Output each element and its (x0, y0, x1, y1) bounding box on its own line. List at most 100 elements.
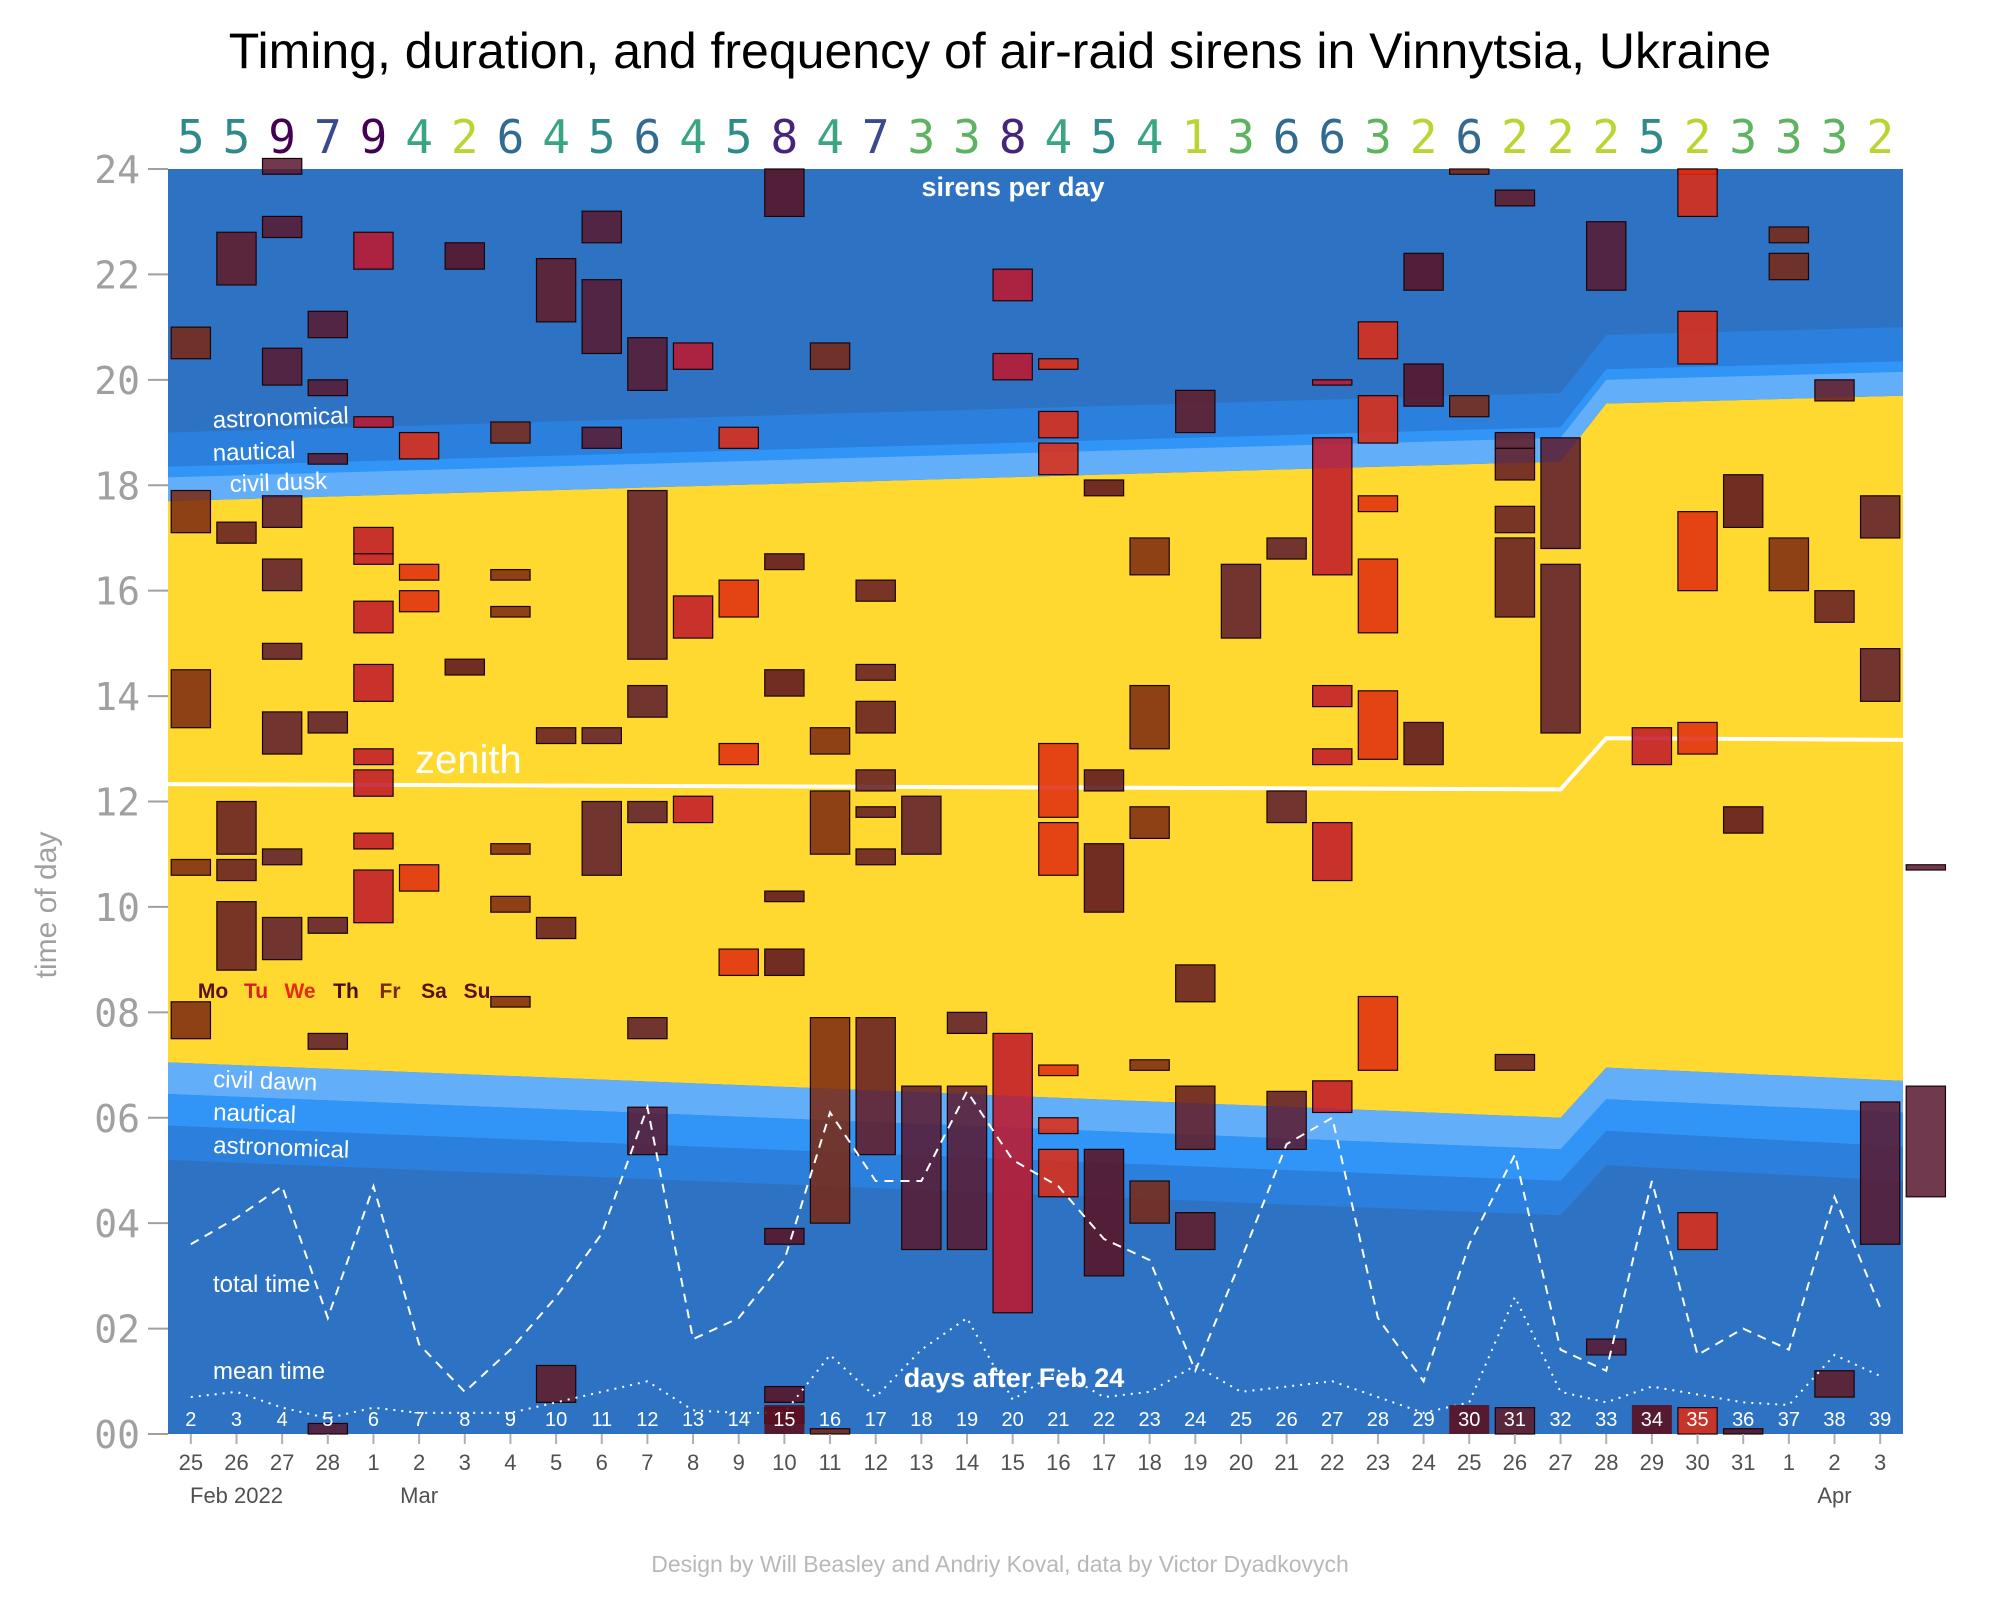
y-tick-label: 18 (94, 464, 140, 508)
days-after-tick: 38 (1823, 1409, 1845, 1431)
siren-bar (1449, 395, 1490, 418)
x-tick-label: 13 (909, 1450, 933, 1475)
siren-bar (1038, 442, 1079, 476)
days-after-tick: 26 (1275, 1409, 1297, 1431)
siren-bar (1768, 537, 1810, 592)
siren-bar (261, 215, 303, 239)
sirens-count: 3 (953, 110, 981, 164)
siren-bar (353, 869, 394, 924)
siren-bar (398, 590, 440, 613)
siren-bar (1083, 479, 1125, 497)
siren-bar (1677, 511, 1718, 592)
sirens-count: 9 (360, 110, 388, 164)
days-after-tick: 11 (591, 1409, 612, 1431)
days-after-tick: 2 (185, 1409, 196, 1431)
siren-bar (627, 489, 668, 660)
siren-bar (1814, 590, 1855, 623)
siren-bar (764, 168, 805, 218)
siren-bar (672, 342, 714, 370)
days-after-tick: 14 (728, 1409, 750, 1431)
siren-bar (216, 521, 257, 544)
x-tick-label: 16 (1046, 1450, 1070, 1475)
days-after-tick: 30 (1458, 1409, 1480, 1431)
siren-bar (1038, 1117, 1079, 1135)
siren-bar (307, 916, 349, 934)
siren-bar (627, 1017, 668, 1040)
siren-bar (1357, 321, 1399, 360)
siren-bar (718, 579, 759, 618)
x-tick-label: 25 (1457, 1450, 1481, 1475)
sirens-count: 8 (771, 110, 799, 164)
siren-bar (1312, 379, 1353, 386)
x-tick-label: 27 (1548, 1450, 1572, 1475)
sirens-count: 3 (1364, 110, 1392, 164)
sirens-count: 5 (1090, 110, 1118, 164)
siren-bar (1722, 806, 1764, 834)
siren-bar (672, 595, 714, 639)
siren-bar (1038, 1148, 1079, 1198)
x-tick-label: 4 (504, 1450, 516, 1475)
highlighted-day-box (1449, 1405, 1490, 1434)
highlighted-day-box (764, 1405, 805, 1434)
total-time-line (190, 1089, 1882, 1394)
sirens-count: 3 (908, 110, 936, 164)
sirens-count: 8 (999, 110, 1027, 164)
siren-bar (1677, 1212, 1718, 1251)
siren-bar (261, 347, 303, 386)
siren-bar (1494, 189, 1536, 207)
siren-bar (764, 1385, 805, 1403)
x-tick-label: 26 (224, 1450, 248, 1475)
siren-bar (581, 426, 622, 449)
x-tick-label: 26 (1503, 1450, 1527, 1475)
siren-bar (216, 800, 257, 855)
siren-bar (170, 1001, 212, 1040)
plot-area: sirens per dayastronomicalnauticalcivil … (167, 157, 1947, 1435)
siren-bar (1722, 474, 1764, 529)
sirens-count: 6 (1455, 110, 1483, 164)
y-tick-label: 08 (94, 991, 140, 1035)
credit-text: Design by Will Beasley and Andriy Koval,… (651, 1551, 1349, 1577)
siren-bar (170, 489, 212, 534)
x-tick-label: 15 (1000, 1450, 1024, 1475)
siren-bar (672, 795, 714, 824)
month-label: Apr (1817, 1483, 1851, 1508)
sirens-count: 4 (816, 110, 844, 164)
days-after-tick: 36 (1732, 1409, 1754, 1431)
y-tick-label: 10 (94, 886, 140, 930)
siren-bar (855, 769, 896, 792)
siren-bar (809, 1017, 851, 1224)
days-after-tick: 10 (545, 1409, 567, 1431)
days-after-tick: 19 (956, 1409, 978, 1431)
sirens-count: 2 (1410, 110, 1438, 164)
days-after-tick: 27 (1321, 1409, 1343, 1431)
days-after-tick: 7 (414, 1409, 425, 1431)
siren-bar (261, 711, 303, 755)
siren-bar (992, 1032, 1033, 1314)
siren-bar (444, 658, 486, 676)
siren-bar (1403, 363, 1444, 407)
siren-bar (535, 727, 577, 745)
x-tick-label: 28 (1594, 1450, 1618, 1475)
siren-bar (1175, 1212, 1216, 1251)
days-after-tick: 6 (368, 1409, 379, 1431)
sirens-count: 2 (1547, 110, 1575, 164)
days-after-tick: 13 (682, 1409, 704, 1431)
siren-bar (718, 426, 759, 449)
x-tick-label: 9 (733, 1450, 745, 1475)
siren-bar (170, 669, 212, 729)
month-label: Mar (400, 1483, 438, 1508)
siren-bar (1312, 684, 1353, 708)
siren-bar (992, 268, 1033, 302)
sirens-count: 5 (223, 110, 251, 164)
days-after-tick: 39 (1869, 1409, 1891, 1431)
siren-bar (1905, 1085, 1947, 1198)
sirens-count: 5 (588, 110, 616, 164)
siren-bar (1357, 395, 1399, 444)
days-after-tick: 29 (1412, 1409, 1434, 1431)
month-label: Feb 2022 (190, 1483, 283, 1508)
siren-bar (535, 916, 577, 940)
x-tick-label: 3 (459, 1450, 471, 1475)
siren-bar (1357, 995, 1399, 1071)
